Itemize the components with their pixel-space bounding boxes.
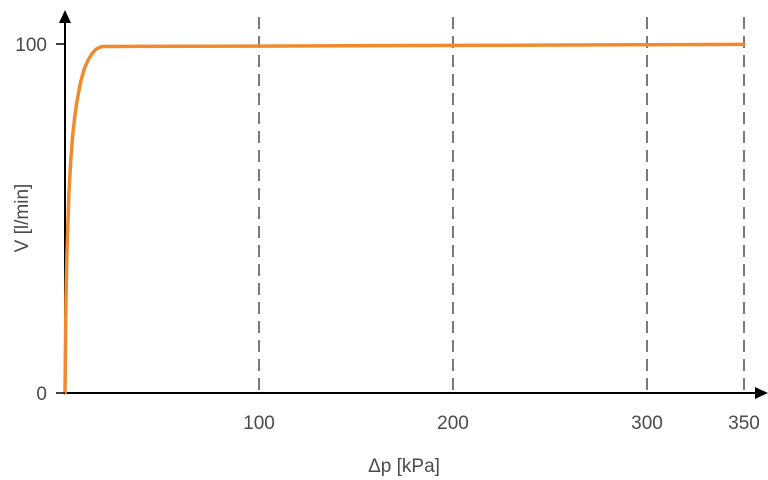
y-axis-arrow	[59, 10, 71, 23]
y-tick-label-100: 100	[15, 35, 47, 56]
x-tick-label-300: 300	[631, 413, 663, 434]
tick-labels: 100 200 300 350 0 100	[15, 35, 760, 434]
series	[63, 42, 746, 395]
y-tick-label-0: 0	[36, 384, 47, 405]
series-line-0	[63, 42, 746, 395]
x-tick-label-350: 350	[728, 413, 760, 434]
x-axis-arrow	[755, 387, 768, 399]
y-axis-label: V [l/min]	[12, 184, 33, 253]
x-tick-label-200: 200	[437, 413, 469, 434]
axes	[59, 10, 768, 399]
gridlines	[258, 17, 745, 393]
x-tick-label-100: 100	[243, 413, 275, 434]
x-axis-label: Δp [kPa]	[368, 456, 440, 477]
